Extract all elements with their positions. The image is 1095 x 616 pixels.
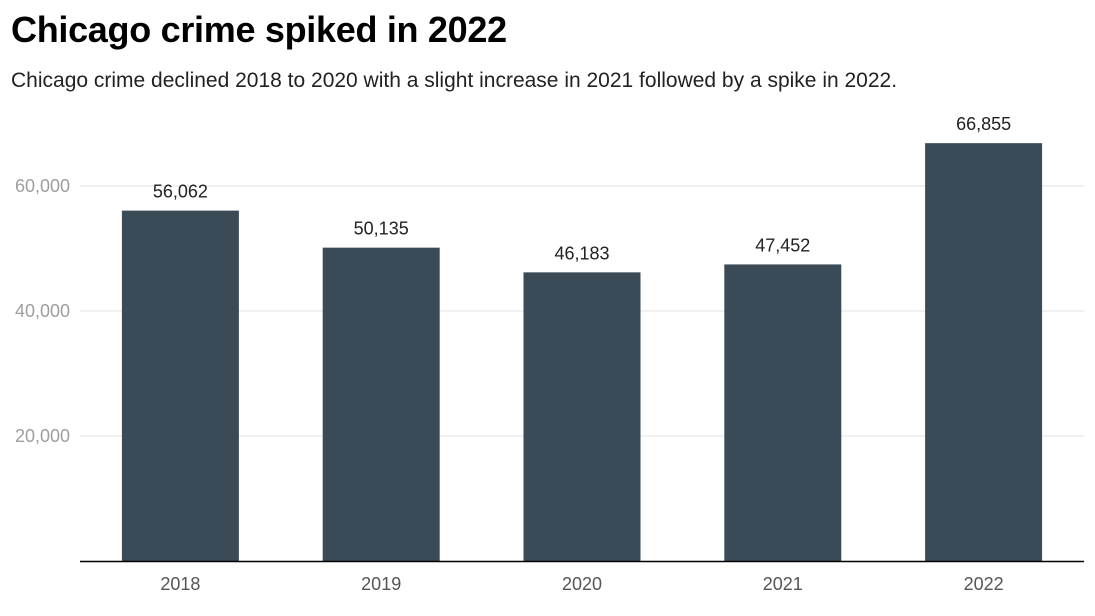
data-label-2019: 50,135 — [354, 219, 409, 239]
y-tick-label: 60,000 — [15, 176, 70, 196]
data-labels: 56,062 50,135 46,183 47,452 66,855 — [153, 114, 1011, 263]
chart-subtitle: Chicago crime declined 2018 to 2020 with… — [11, 69, 898, 92]
data-label-2022: 66,855 — [956, 114, 1011, 134]
chart-title: Chicago crime spiked in 2022 — [11, 9, 507, 50]
x-tick-label: 2018 — [160, 574, 200, 594]
bar-2020 — [523, 272, 641, 561]
data-label-2018: 56,062 — [153, 182, 208, 202]
y-tick-label: 20,000 — [15, 426, 70, 446]
data-label-2021: 47,452 — [755, 235, 810, 255]
bar-2022 — [925, 143, 1043, 561]
x-tick-label: 2021 — [763, 574, 803, 594]
bars — [121, 143, 1043, 562]
bar-2021 — [724, 264, 842, 561]
x-tick-label: 2020 — [562, 574, 602, 594]
y-tick-label: 40,000 — [15, 301, 70, 321]
bar-2019 — [322, 247, 440, 561]
y-axis-ticks: 20,000 40,000 60,000 — [15, 176, 70, 446]
data-label-2020: 46,183 — [554, 243, 609, 263]
x-axis-ticks: 2018 2019 2020 2021 2022 — [160, 574, 1003, 594]
x-tick-label: 2022 — [964, 574, 1004, 594]
x-tick-label: 2019 — [361, 574, 401, 594]
bar-2018 — [121, 210, 239, 562]
